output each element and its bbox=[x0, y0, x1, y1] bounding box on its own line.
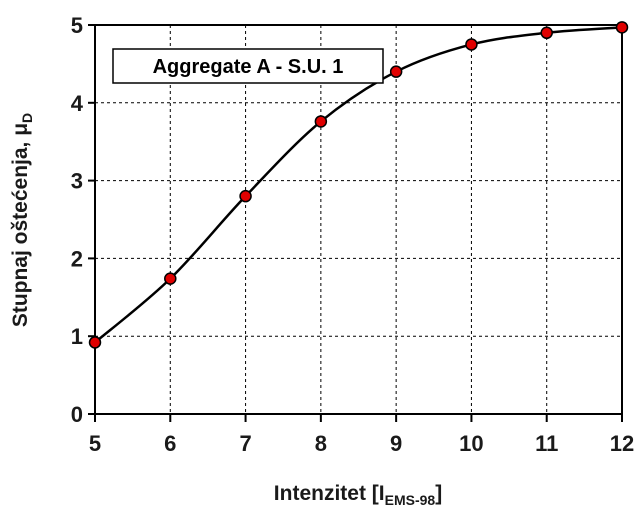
y-tick-label: 3 bbox=[71, 169, 83, 194]
y-tick-label: 1 bbox=[71, 324, 83, 349]
data-point bbox=[615, 21, 629, 34]
y-tick-labels: 0 1 2 3 4 5 bbox=[71, 13, 84, 427]
y-tick-label: 2 bbox=[71, 246, 83, 271]
grid bbox=[95, 25, 622, 414]
data-point bbox=[540, 26, 553, 40]
fit-curve bbox=[94, 26, 623, 344]
x-tick-label: 12 bbox=[610, 431, 634, 456]
x-tick-label: 7 bbox=[239, 431, 251, 456]
x-tick-label: 11 bbox=[535, 431, 558, 456]
y-axis-title: Stupnaj oštećenja, μD bbox=[9, 113, 35, 327]
y-tick-label: 4 bbox=[71, 91, 84, 116]
annotation-box: Aggregate A - S.U. 1 bbox=[112, 48, 384, 84]
x-tick-label: 5 bbox=[89, 431, 101, 456]
x-tick-labels: 5 6 7 8 9 10 11 12 bbox=[89, 431, 634, 456]
data-point bbox=[164, 272, 177, 285]
x-tick-label: 6 bbox=[164, 431, 176, 456]
y-tick-label: 0 bbox=[71, 402, 83, 427]
x-axis-title: Intenzitet [IEMS-98] bbox=[274, 482, 442, 506]
plot-frame bbox=[94, 24, 623, 415]
y-tick-label: 5 bbox=[71, 13, 83, 38]
data-point bbox=[239, 189, 252, 203]
x-tick-label: 9 bbox=[390, 431, 402, 456]
annotation-label: Aggregate A - S.U. 1 bbox=[153, 56, 344, 78]
x-tick-label: 10 bbox=[459, 431, 483, 456]
x-tick-label: 8 bbox=[315, 431, 327, 456]
data-point bbox=[389, 65, 403, 78]
data-points bbox=[88, 21, 629, 349]
data-point bbox=[465, 38, 478, 51]
data-point bbox=[314, 115, 328, 128]
axes bbox=[88, 24, 623, 422]
plot-area bbox=[95, 25, 622, 414]
data-point bbox=[88, 336, 102, 349]
